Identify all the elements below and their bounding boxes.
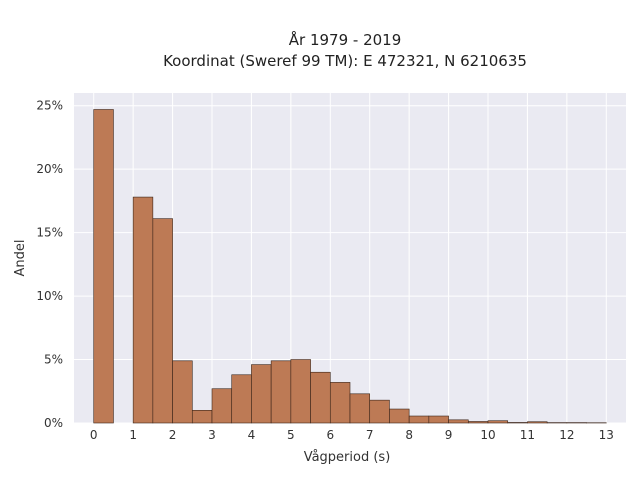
histogram-bar	[132, 196, 154, 424]
x-tick-label: 5	[287, 428, 295, 442]
histogram-bar	[349, 393, 371, 424]
histogram-bar	[270, 360, 292, 424]
histogram-bar	[310, 371, 331, 424]
y-tick-label: 5%	[44, 353, 63, 367]
x-axis-label: Vågperiod (s)	[304, 450, 391, 465]
chart-subtitle: Koordinat (Sweref 99 TM): E 472321, N 62…	[163, 52, 527, 70]
x-tick-label: 6	[326, 428, 334, 442]
histogram-bar	[152, 218, 173, 424]
x-tick-label: 0	[90, 428, 98, 442]
histogram-bar	[231, 374, 252, 424]
histogram-bar	[329, 382, 351, 424]
y-tick-label: 25%	[36, 99, 63, 113]
y-axis-ticks: 0% 5% 10% 15% 20% 25%	[36, 99, 63, 430]
y-axis-label: Andel	[13, 240, 28, 277]
histogram-bar	[251, 364, 272, 424]
histogram-bar	[408, 415, 430, 424]
x-tick-label: 9	[445, 428, 453, 442]
bars	[93, 109, 607, 424]
x-tick-label: 8	[405, 428, 413, 442]
y-tick-label: 20%	[36, 162, 63, 176]
chart-title: År 1979 - 2019	[289, 30, 402, 49]
histogram-bar	[487, 420, 509, 424]
histogram-bar	[389, 408, 410, 424]
x-tick-label: 13	[599, 428, 614, 442]
histogram-bar	[191, 410, 213, 424]
histogram-bar	[369, 399, 390, 424]
x-tick-label: 10	[480, 428, 495, 442]
x-tick-label: 7	[366, 428, 374, 442]
x-axis-ticks: 0 1 2 3 4 5 6 7 8 9 10 11 12 13	[90, 428, 614, 442]
histogram-bar	[527, 421, 548, 424]
histogram-bar	[290, 359, 311, 424]
histogram-bar	[507, 422, 528, 424]
y-tick-label: 15%	[36, 226, 63, 240]
histogram-bar	[428, 415, 449, 424]
histogram-bar	[93, 109, 114, 424]
histogram-bar	[467, 421, 489, 424]
y-tick-label: 0%	[44, 416, 63, 430]
x-tick-label: 4	[248, 428, 256, 442]
histogram-bar	[448, 419, 469, 424]
x-tick-label: 3	[208, 428, 216, 442]
histogram-bar	[172, 360, 193, 424]
y-tick-label: 10%	[36, 289, 63, 303]
x-tick-label: 11	[520, 428, 535, 442]
x-tick-label: 2	[169, 428, 177, 442]
x-tick-label: 1	[129, 428, 137, 442]
x-tick-label: 12	[559, 428, 574, 442]
histogram-bar	[211, 388, 233, 424]
